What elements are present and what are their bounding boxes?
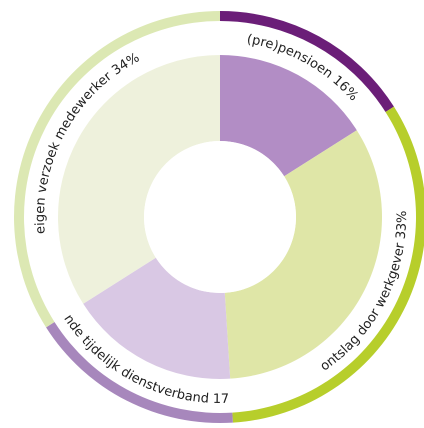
slice-1: [220, 55, 357, 177]
ring-segment-3: [46, 322, 233, 423]
ring-segment-4: [14, 11, 220, 328]
ring-segment-1: [220, 11, 394, 112]
slice-2: [224, 130, 383, 379]
outer-ring: [14, 11, 424, 423]
donut-slices: [57, 55, 383, 379]
donut-hole: [144, 141, 296, 293]
slice-4: [57, 55, 221, 304]
slice-3: [83, 257, 231, 379]
ring-segment-2: [232, 106, 424, 423]
